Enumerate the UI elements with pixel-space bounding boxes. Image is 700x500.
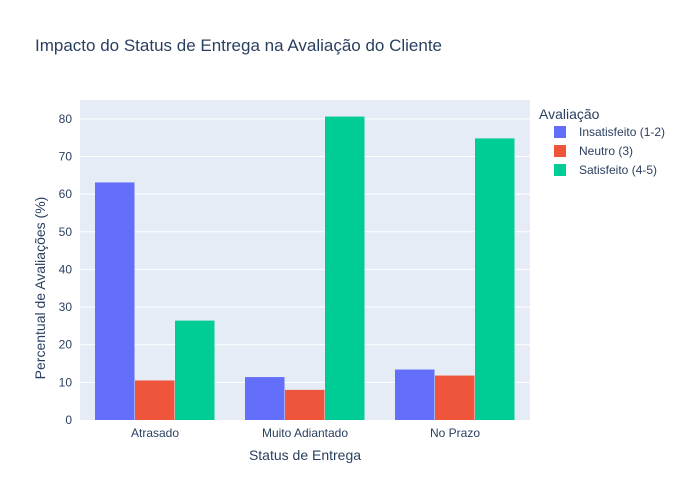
bar-insatisfeito-0 xyxy=(95,182,135,420)
y-tick-label: 10 xyxy=(59,375,73,389)
y-tick-label: 80 xyxy=(59,112,73,126)
chart-title: Impacto do Status de Entrega na Avaliaçã… xyxy=(35,36,442,55)
plot-area xyxy=(80,100,530,420)
bars xyxy=(95,116,515,421)
bar-neutro-1 xyxy=(285,389,325,420)
bar-neutro-0 xyxy=(135,380,175,420)
gridlines xyxy=(80,118,530,383)
x-axis-ticks: Atrasado Muito Adiantado No Prazo xyxy=(131,426,480,440)
x-tick-label: Muito Adiantado xyxy=(262,426,348,440)
bar-insatisfeito-1 xyxy=(245,377,285,420)
y-axis-ticks: 0 10 20 30 40 50 60 70 80 xyxy=(59,112,73,427)
x-tick-label: Atrasado xyxy=(131,426,179,440)
legend-swatch xyxy=(554,126,566,138)
x-tick-label: No Prazo xyxy=(430,426,480,440)
y-tick-label: 40 xyxy=(59,262,73,276)
bar-satisfeito-2 xyxy=(475,138,515,420)
y-tick-label: 70 xyxy=(59,149,73,163)
bar-insatisfeito-2 xyxy=(395,369,435,420)
legend-swatch xyxy=(554,164,566,176)
legend-label: Insatisfeito (1-2) xyxy=(579,125,665,139)
y-axis-title: Percentual de Avaliações (%) xyxy=(32,197,48,380)
bar-satisfeito-0 xyxy=(175,320,215,420)
legend-label: Satisfeito (4-5) xyxy=(579,163,657,177)
legend: Avaliação Insatisfeito (1-2) Neutro (3) Sa… xyxy=(539,106,665,177)
y-tick-label: 0 xyxy=(65,413,72,427)
bar-satisfeito-1 xyxy=(325,116,365,421)
bar-neutro-2 xyxy=(435,375,475,420)
legend-label: Neutro (3) xyxy=(579,144,633,158)
legend-title: Avaliação xyxy=(539,106,600,122)
y-tick-label: 30 xyxy=(59,300,73,314)
x-axis-title: Status de Entrega xyxy=(249,447,361,463)
y-tick-label: 20 xyxy=(59,338,73,352)
y-tick-label: 50 xyxy=(59,225,73,239)
y-tick-label: 60 xyxy=(59,187,73,201)
legend-swatch xyxy=(554,145,566,157)
